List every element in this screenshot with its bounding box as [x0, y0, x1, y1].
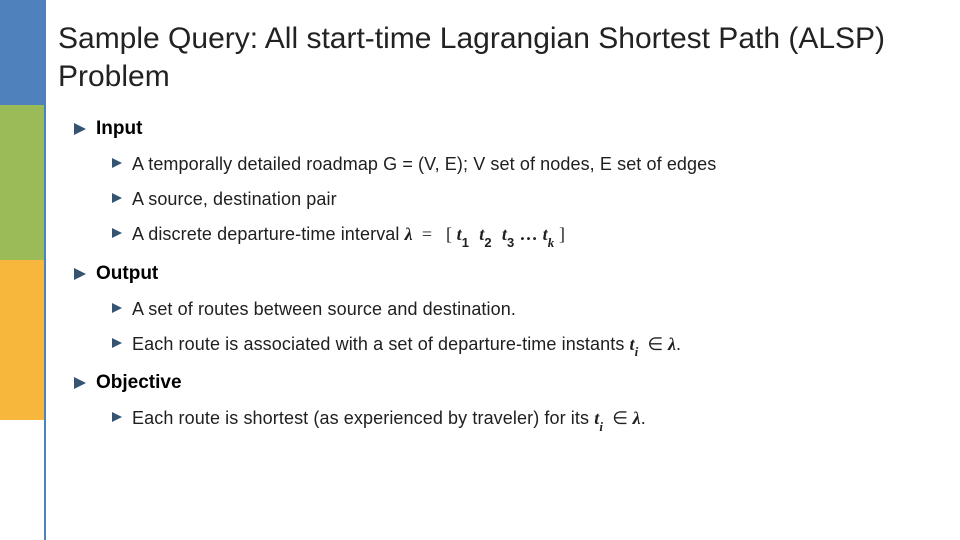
title-divider [44, 0, 46, 540]
bullet-item: A source, destination pair [112, 189, 944, 210]
bullet-item: A discrete departure-time interval λ = [… [112, 224, 944, 249]
bullet-text: A source, destination pair [132, 189, 337, 210]
accent-segment [0, 420, 44, 540]
triangle-bullet-icon [112, 158, 122, 168]
bullet-text: Each route is associated with a set of d… [132, 334, 681, 359]
bullet-item: A set of routes between source and desti… [112, 299, 944, 320]
triangle-bullet-icon [74, 377, 86, 389]
triangle-bullet-icon [112, 303, 122, 313]
slide-body: Input A temporally detailed roadmap G = (… [74, 118, 944, 447]
section-heading-row: Objective [74, 372, 944, 394]
section-heading-row: Output [74, 263, 944, 285]
bullet-text: A set of routes between source and desti… [132, 299, 516, 320]
accent-segment [0, 260, 44, 420]
section-heading: Input [96, 118, 142, 140]
section-heading: Output [96, 263, 158, 285]
triangle-bullet-icon [112, 228, 122, 238]
bullet-text: A temporally detailed roadmap G = (V, E)… [132, 154, 716, 175]
section-heading-row: Input [74, 118, 944, 140]
bullet-item: Each route is associated with a set of d… [112, 334, 944, 359]
bullet-item: Each route is shortest (as experienced b… [112, 408, 944, 433]
slide-title: Sample Query: All start-time Lagrangian … [58, 20, 928, 95]
bullet-text: Each route is shortest (as experienced b… [132, 408, 646, 433]
left-accent-stack [0, 0, 44, 540]
bullet-text: A discrete departure-time interval λ = [… [132, 224, 565, 249]
triangle-bullet-icon [112, 338, 122, 348]
triangle-bullet-icon [74, 123, 86, 135]
accent-segment [0, 0, 44, 105]
section-heading: Objective [96, 372, 182, 394]
accent-segment [0, 105, 44, 260]
triangle-bullet-icon [112, 412, 122, 422]
bullet-item: A temporally detailed roadmap G = (V, E)… [112, 154, 944, 175]
triangle-bullet-icon [112, 193, 122, 203]
triangle-bullet-icon [74, 268, 86, 280]
